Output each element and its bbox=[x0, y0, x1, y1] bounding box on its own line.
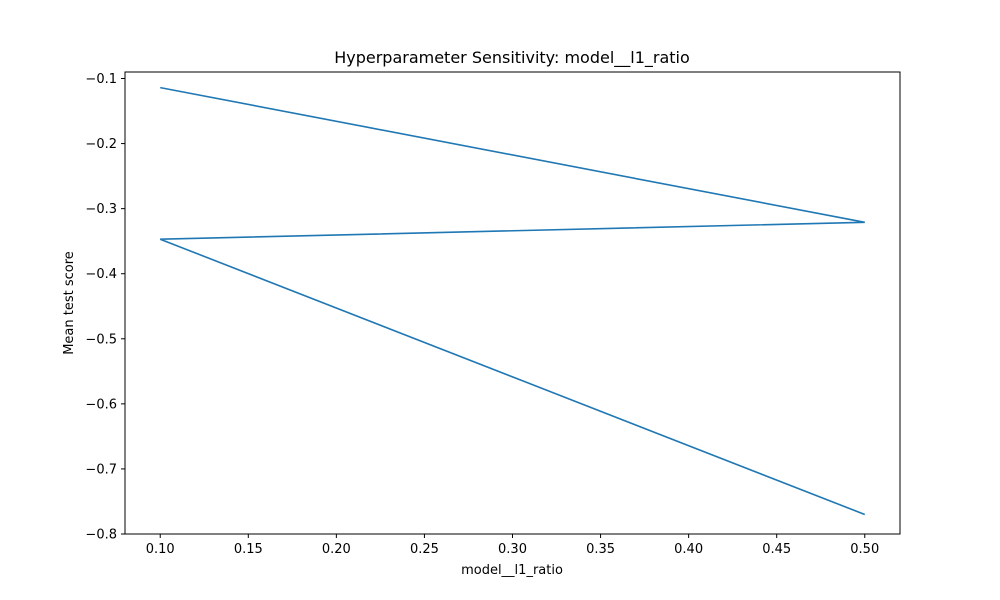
y-tick-label: −0.4 bbox=[85, 267, 117, 282]
x-tick-label: 0.10 bbox=[146, 542, 175, 557]
y-axis: −0.1 −0.2 −0.3 −0.4 −0.5 −0.6 −0.7 −0.8 bbox=[85, 72, 125, 543]
y-axis-label: Mean test score bbox=[62, 251, 77, 355]
plot-frame bbox=[124, 71, 901, 535]
x-tick-label: 0.20 bbox=[322, 542, 351, 557]
y-tick-label: −0.8 bbox=[85, 528, 117, 543]
y-tick-label: −0.1 bbox=[85, 72, 117, 87]
x-axis: 0.10 0.15 0.20 0.25 0.30 0.35 0.40 0.45 0.50 bbox=[146, 534, 879, 557]
y-tick-label: −0.2 bbox=[85, 137, 117, 152]
x-axis-label: model__l1_ratio bbox=[461, 563, 563, 578]
x-tick-label: 0.50 bbox=[850, 542, 879, 557]
chart-title: Hyperparameter Sensitivity: model__l1_ra… bbox=[334, 48, 690, 68]
x-tick-label: 0.40 bbox=[674, 542, 703, 557]
series-line-0 bbox=[159, 86, 866, 516]
y-tick-label: −0.3 bbox=[85, 202, 117, 217]
y-tick-label: −0.5 bbox=[85, 332, 117, 347]
series-layer bbox=[159, 86, 866, 516]
y-tick-label: −0.6 bbox=[85, 397, 117, 412]
x-tick-label: 0.35 bbox=[586, 542, 615, 557]
y-tick-label: −0.7 bbox=[85, 462, 117, 477]
x-tick-label: 0.15 bbox=[234, 542, 263, 557]
x-tick-label: 0.30 bbox=[498, 542, 527, 557]
x-tick-label: 0.25 bbox=[410, 542, 439, 557]
plot-area bbox=[125, 72, 900, 534]
x-tick-label: 0.45 bbox=[762, 542, 791, 557]
